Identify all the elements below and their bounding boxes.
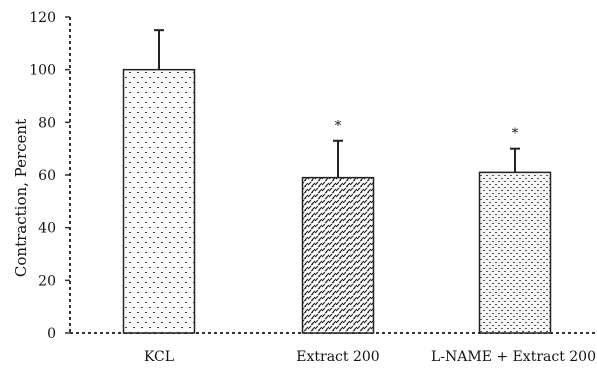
error-bars: **	[154, 29, 520, 178]
significance-marker: *	[335, 119, 342, 134]
y-tick-label: 80	[38, 115, 56, 131]
y-tick-label: 120	[29, 10, 56, 26]
y-tick-label: 100	[29, 63, 56, 79]
y-tick-label: 60	[38, 168, 56, 184]
y-axis: 0 20 40 60 80 100 120	[29, 10, 71, 342]
y-tick-label: 40	[38, 221, 56, 237]
bar-3	[478, 171, 552, 334]
category-label: L-NAME + Extract 200	[431, 349, 596, 365]
category-labels: KCL Extract 200 L-NAME + Extract 200	[144, 349, 596, 365]
significance-marker: *	[512, 127, 519, 142]
y-tick-label: 0	[47, 326, 56, 342]
bar-2	[301, 176, 375, 334]
y-axis-label: Contraction, Percent	[12, 119, 30, 277]
category-label: Extract 200	[296, 349, 379, 365]
bars	[122, 68, 552, 334]
category-label: KCL	[144, 349, 174, 365]
y-tick-label: 20	[38, 273, 56, 289]
bar-1	[122, 68, 196, 334]
